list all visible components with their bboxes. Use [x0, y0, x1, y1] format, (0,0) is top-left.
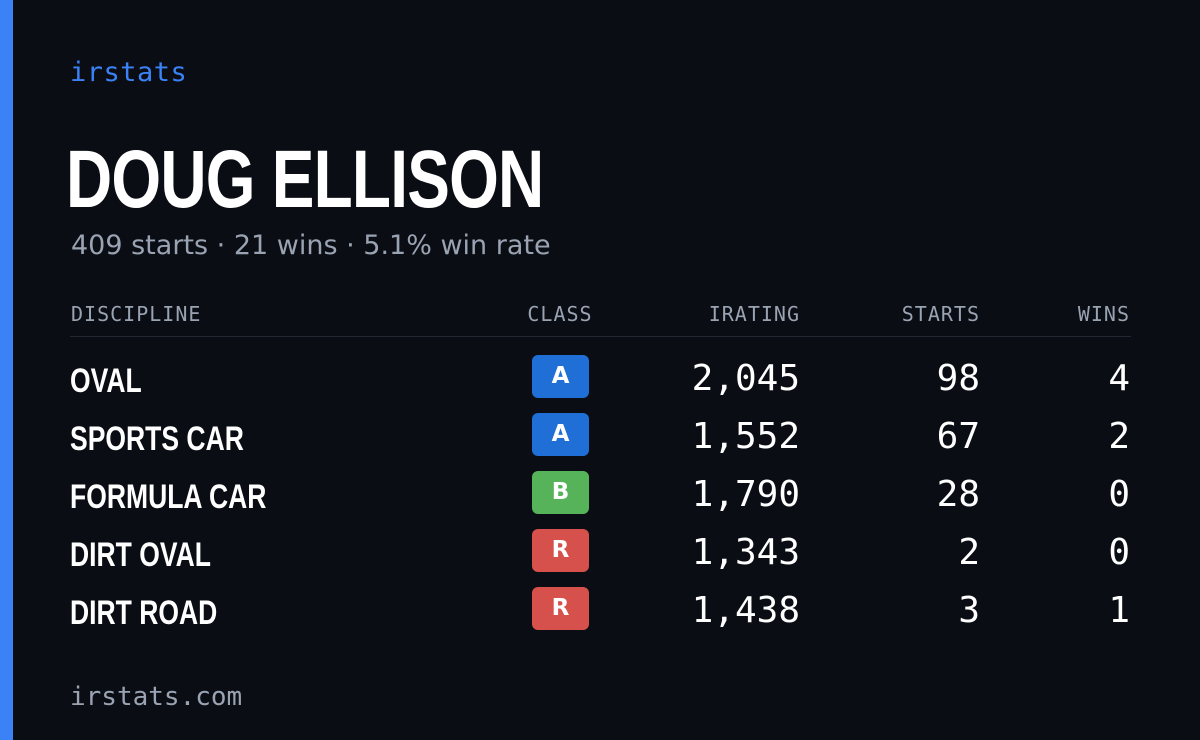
- wins-value: 2: [1108, 416, 1130, 457]
- class-badge: A: [532, 413, 589, 456]
- class-badge: A: [532, 355, 589, 398]
- table-row: FORMULA CAR B 1,790 28 0: [70, 471, 1131, 529]
- irating-value: 1,343: [691, 532, 800, 573]
- header-class: CLASS: [527, 302, 593, 326]
- table-row: DIRT OVAL R 1,343 2 0: [70, 529, 1131, 587]
- wins-value: 0: [1108, 532, 1130, 573]
- header-starts: STARTS: [901, 302, 980, 326]
- footer-url: irstats.com: [70, 682, 243, 712]
- starts-value: 3: [958, 590, 980, 631]
- irating-value: 1,438: [691, 590, 800, 631]
- starts-value: 98: [936, 358, 980, 399]
- table-row: OVAL A 2,045 98 4: [70, 355, 1131, 413]
- header-wins: WINS: [1077, 302, 1130, 326]
- starts-value: 67: [936, 416, 980, 457]
- table-header: DISCIPLINE CLASS IRATING STARTS WINS: [70, 296, 1131, 337]
- class-badge: R: [532, 529, 589, 572]
- accent-bar: [0, 0, 13, 740]
- irating-value: 1,552: [691, 416, 800, 457]
- table-row: SPORTS CAR A 1,552 67 2: [70, 413, 1131, 471]
- irating-value: 1,790: [691, 474, 800, 515]
- discipline-name: FORMULA CAR: [70, 478, 267, 516]
- driver-summary: 409 starts · 21 wins · 5.1% win rate: [71, 230, 551, 261]
- starts-value: 2: [958, 532, 980, 573]
- discipline-name: DIRT ROAD: [70, 594, 218, 632]
- wins-value: 0: [1108, 474, 1130, 515]
- table-row: DIRT ROAD R 1,438 3 1: [70, 587, 1131, 645]
- wins-value: 4: [1108, 358, 1130, 399]
- irating-value: 2,045: [691, 358, 800, 399]
- discipline-name: SPORTS CAR: [70, 420, 244, 458]
- header-irating: IRATING: [708, 302, 800, 326]
- class-badge: B: [532, 471, 589, 514]
- driver-name: DOUG ELLISON: [66, 134, 544, 225]
- discipline-name: OVAL: [70, 362, 142, 400]
- stats-table: DISCIPLINE CLASS IRATING STARTS WINS OVA…: [70, 296, 1131, 632]
- starts-value: 28: [936, 474, 980, 515]
- wins-value: 1: [1108, 590, 1130, 631]
- header-discipline: DISCIPLINE: [71, 302, 202, 326]
- class-badge: R: [532, 587, 589, 630]
- discipline-name: DIRT OVAL: [70, 536, 211, 574]
- brand-logo: irstats: [70, 57, 188, 88]
